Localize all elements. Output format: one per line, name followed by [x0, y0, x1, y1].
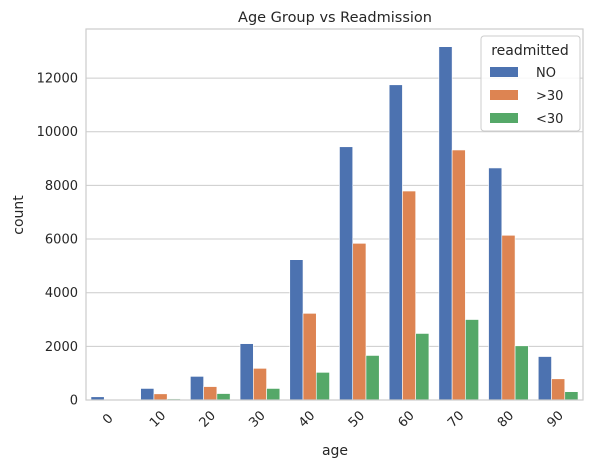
bars — [90, 46, 579, 401]
bar-lt30-80 — [514, 345, 529, 401]
y-tick-label: 2000 — [45, 340, 78, 355]
bar-NO-80 — [488, 167, 503, 401]
bar-lt30-50 — [365, 355, 380, 401]
x-tick-label: 0 — [100, 411, 116, 427]
y-tick-label: 8000 — [45, 179, 78, 194]
bar-lt30-70 — [465, 319, 479, 401]
bar-NO-40 — [289, 259, 304, 401]
bar-NO-90 — [537, 356, 552, 401]
legend: readmitted NO >30 <30 — [480, 35, 581, 132]
legend-box — [480, 35, 581, 132]
bar-NO-30 — [239, 343, 254, 401]
bar-gt30-50 — [352, 243, 367, 401]
bar-lt30-60 — [415, 333, 430, 401]
x-tick-label: 40 — [296, 408, 318, 430]
x-tick-label: 60 — [395, 408, 417, 430]
bar-NO-60 — [388, 84, 403, 401]
bar-gt30-60 — [402, 190, 416, 401]
legend-swatch — [490, 67, 518, 77]
x-tick-label: 50 — [346, 408, 368, 430]
bar-NO-20 — [190, 376, 204, 401]
legend-swatch — [490, 113, 518, 123]
legend-label: NO — [536, 66, 556, 81]
x-tick-label: 90 — [545, 408, 567, 430]
x-tick-label: 10 — [147, 408, 169, 430]
y-tick-label: 10000 — [37, 125, 78, 140]
y-tick-label: 0 — [70, 394, 78, 409]
bar-NO-10 — [140, 388, 155, 401]
bar-gt30-20 — [203, 386, 218, 401]
legend-label: >30 — [536, 89, 563, 104]
x-axis-label: age — [322, 443, 348, 459]
bar-gt30-70 — [451, 149, 466, 401]
gridlines — [86, 77, 583, 401]
legend-label: <30 — [536, 112, 563, 127]
bar-gt30-40 — [302, 313, 317, 401]
y-axis-label: count — [11, 195, 27, 235]
bar-NO-50 — [339, 146, 354, 401]
bar-gt30-30 — [253, 368, 267, 401]
bar-gt30-10 — [153, 393, 168, 401]
legend-title: readmitted — [491, 43, 569, 59]
x-tick-label: 20 — [197, 408, 219, 430]
bar-gt30-90 — [551, 378, 566, 401]
x-tick-label: 70 — [445, 408, 467, 430]
x-tick-label: 80 — [495, 408, 517, 430]
bar-lt30-20 — [216, 393, 231, 401]
bar-lt30-90 — [564, 391, 579, 401]
x-tick-label: 30 — [246, 408, 268, 430]
plot-frame — [85, 28, 584, 401]
y-tick-label: 6000 — [45, 233, 78, 248]
chart-title: Age Group vs Readmission — [238, 10, 432, 26]
bar-lt30-30 — [266, 388, 281, 401]
y-tick-label: 4000 — [45, 286, 78, 301]
bar-NO-70 — [438, 46, 453, 401]
legend-swatch — [490, 90, 518, 100]
bar-lt30-40 — [315, 372, 330, 401]
bar-gt30-80 — [501, 234, 516, 401]
y-tick-label: 12000 — [37, 72, 78, 87]
